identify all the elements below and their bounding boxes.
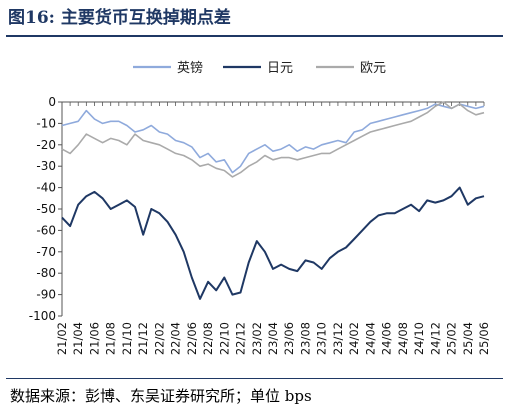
x-tick-label: 24/08 [396, 322, 410, 355]
title-divider [6, 35, 503, 37]
x-tick-label: 24/06 [380, 322, 394, 355]
x-axis: 21/02 21/04 21/06 21/08 21/10 21/12 22/02 22/04… [55, 101, 491, 355]
x-tick-label: 25/02 [445, 322, 459, 355]
x-tick-label: 24/02 [347, 322, 361, 355]
legend-label: 日元 [267, 61, 293, 76]
x-tick-label: 25/04 [461, 322, 475, 355]
x-tick-label: 21/10 [120, 322, 134, 355]
x-tick-label: 21/04 [71, 322, 85, 355]
x-tick-label: 22/06 [185, 322, 199, 355]
x-tick-label: 23/10 [315, 322, 329, 355]
data-source-note: 数据来源：彭博、东吴证券研究所；单位 bps [10, 387, 312, 405]
y-tick-label: -100 [29, 309, 56, 323]
x-tick-label: 22/10 [217, 322, 231, 355]
x-tick-label: 23/04 [266, 322, 280, 355]
series-line-gbp [61, 103, 485, 174]
x-tick-label: 22/12 [234, 322, 248, 355]
series-line-eur [61, 101, 485, 178]
series-lines [61, 101, 485, 300]
x-tick-label: 21/08 [104, 322, 118, 355]
y-tick-label: -60 [36, 223, 56, 237]
y-tick-label: -70 [36, 245, 56, 259]
x-tick-label: 24/04 [363, 322, 377, 355]
x-tick-label: 22/02 [152, 322, 166, 355]
y-axis: 0 -10 -20 -30 -40 -50 -60 -70 -80 -90 -100 [29, 95, 63, 323]
x-tick-label: 25/06 [477, 322, 491, 355]
x-tick-label: 22/04 [169, 322, 183, 355]
x-tick-label: 23/12 [331, 322, 345, 355]
legend-label: 英镑 [177, 60, 203, 76]
x-tick-label: 23/08 [298, 322, 312, 355]
y-tick-label: -30 [36, 159, 56, 173]
series-line-jpy [61, 186, 485, 300]
y-tick-label: -80 [36, 266, 56, 280]
y-tick-label: -10 [36, 116, 56, 130]
source-divider [6, 378, 503, 379]
y-tick-label: -90 [36, 288, 56, 302]
x-tick-label: 22/08 [201, 322, 215, 355]
y-tick-label: -50 [36, 202, 56, 216]
x-tick-label: 24/12 [428, 322, 442, 355]
x-tick-label: 23/06 [282, 322, 296, 355]
y-tick-label: -40 [36, 181, 56, 195]
chart-legend: 英镑 日元 欧元 [133, 60, 386, 76]
swap-spread-chart: 英镑 日元 欧元 0-10-20-30-40-50-60-70-80-90-100 … [29, 60, 491, 355]
y-tick-label: -20 [36, 138, 56, 152]
y-tick-label: 0 [48, 95, 56, 109]
legend-label: 欧元 [360, 61, 386, 76]
figure-title: 图16: 主要货币互换掉期点差 [8, 8, 231, 28]
x-tick-label: 21/02 [55, 322, 69, 355]
x-tick-label: 21/12 [136, 322, 150, 355]
x-tick-label: 21/06 [87, 322, 101, 355]
x-tick-label: 24/10 [412, 322, 426, 355]
x-tick-label: 23/02 [250, 322, 264, 355]
